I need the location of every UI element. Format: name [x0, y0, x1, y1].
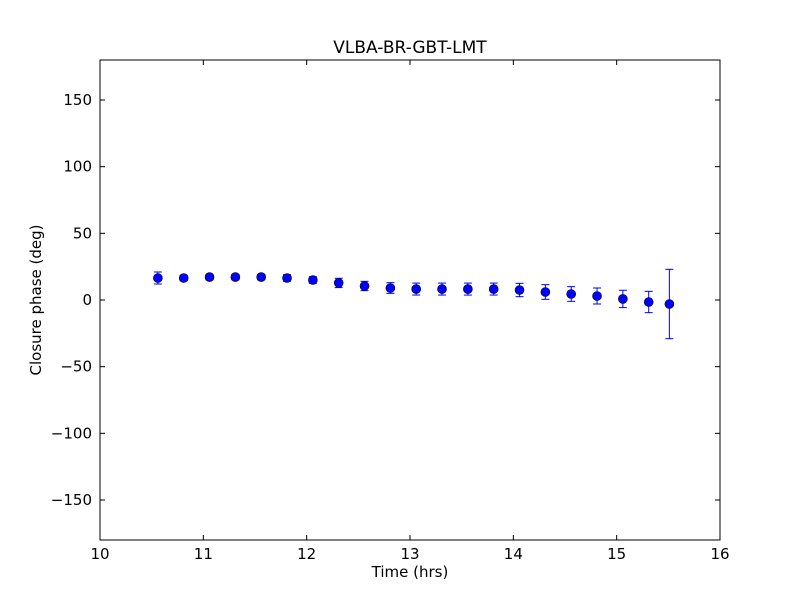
x-tick-label: 11 — [194, 545, 213, 563]
data-point — [488, 284, 499, 294]
data-point — [592, 291, 602, 301]
data-point — [643, 297, 654, 307]
y-tick-label: 50 — [73, 224, 92, 242]
x-tick-label: 13 — [400, 545, 419, 563]
data-point — [566, 289, 577, 299]
data-point — [437, 284, 447, 294]
data-point — [256, 272, 267, 282]
y-tick-label: −100 — [51, 424, 92, 442]
chart-title: VLBA-BR-GBT-LMT — [333, 38, 487, 58]
y-tick-label: −50 — [60, 358, 92, 376]
data-point — [540, 287, 551, 297]
data-point — [153, 273, 163, 283]
data-point — [411, 284, 422, 294]
data-point — [463, 284, 473, 294]
data-point — [618, 294, 628, 304]
y-tick-label: 150 — [63, 91, 92, 109]
plot-frame — [99, 59, 721, 541]
x-tick-label: 12 — [297, 545, 316, 563]
data-point — [664, 299, 675, 309]
data-point — [230, 272, 241, 282]
data-point — [178, 273, 189, 283]
y-axis-label: Closure phase (deg) — [27, 225, 45, 376]
y-tick-label: 0 — [82, 291, 92, 309]
data-point — [282, 273, 292, 283]
x-tick-label: 15 — [607, 545, 626, 563]
y-tick-label: −150 — [51, 491, 92, 509]
data-point — [204, 272, 215, 282]
data-point — [385, 283, 396, 293]
x-tick-label: 16 — [710, 545, 729, 563]
y-tick-label: 100 — [63, 158, 92, 176]
data-point — [308, 275, 318, 285]
data-point — [359, 281, 370, 291]
data-point — [333, 278, 344, 288]
data-point — [514, 285, 525, 295]
x-tick-label: 14 — [504, 545, 523, 563]
x-tick-label: 10 — [90, 545, 109, 563]
x-axis-label: Time (hrs) — [371, 563, 449, 581]
